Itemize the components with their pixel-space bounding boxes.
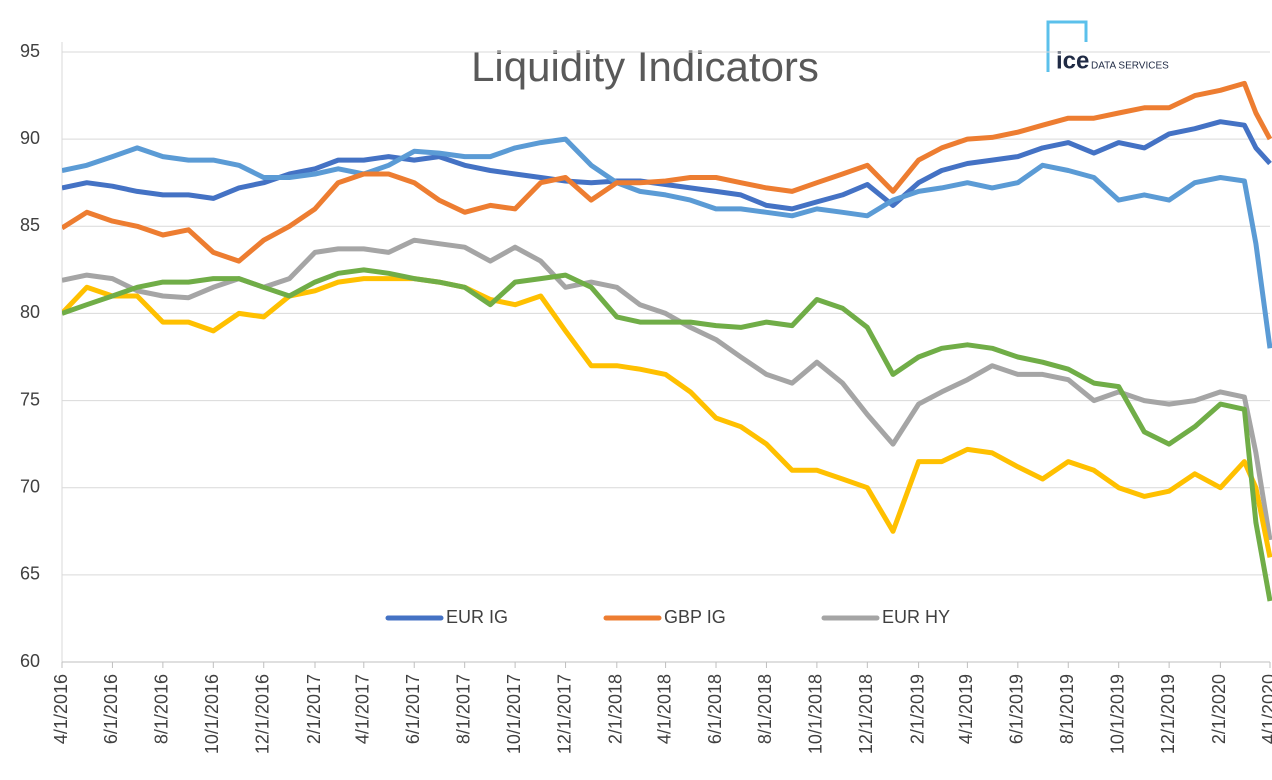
x-tick-label: 6/1/2018 [705,674,725,744]
x-tick-label: 2/1/2018 [606,674,626,744]
x-tick-label: 6/1/2019 [1007,674,1027,744]
y-tick-label: 95 [20,41,40,61]
logo-subtitle: DATA SERVICES [1091,61,1169,72]
y-tick-label: 60 [20,651,40,671]
legend-label: GBP IG [664,607,726,627]
series-line [62,267,1272,602]
chart-title: Liquidity Indicators [471,43,819,90]
x-tick-label: 8/1/2018 [755,674,775,744]
x-tick-label: 8/1/2016 [152,674,172,744]
y-tick-label: 70 [20,476,40,496]
x-tick-label: 6/1/2017 [403,674,423,744]
x-tick-label: 10/1/2019 [1107,674,1127,754]
logo-bracket [1046,20,1088,72]
x-tick-label: 12/1/2017 [554,674,574,754]
logo-text: ice [1056,47,1089,74]
legend-label: EUR HY [882,607,950,627]
x-tick-label: 4/1/2020 [1259,674,1272,744]
y-tick-label: 90 [20,128,40,148]
legend-label: EUR IG [446,607,508,627]
series-line [62,237,1272,541]
x-tick-label: 4/1/2017 [353,674,373,744]
logo: ice DATA SERVICES [1046,20,1169,74]
x-tick-label: 12/1/2018 [856,674,876,754]
x-tick-label: 8/1/2019 [1057,674,1077,744]
x-tick-label: 2/1/2017 [304,674,324,744]
x-tick-label: 10/1/2017 [504,674,524,754]
x-tick-label: 10/1/2018 [806,674,826,754]
y-tick-label: 65 [20,564,40,584]
series-line [62,276,1272,558]
y-tick-label: 80 [20,302,40,322]
x-tick-label: 12/1/2019 [1158,674,1178,754]
x-tick-label: 2/1/2019 [907,674,927,744]
series-line [62,136,1272,349]
series-line [62,80,1272,264]
plot-area [62,80,1272,602]
x-tick-label: 8/1/2017 [453,674,473,744]
series-line [62,119,1272,212]
y-tick-label: 75 [20,389,40,409]
x-tick-label: 12/1/2016 [252,674,272,754]
y-tick-label: 85 [20,215,40,235]
x-tick-label: 4/1/2016 [51,674,71,744]
x-tick-label: 2/1/2020 [1209,674,1229,744]
x-tick-label: 6/1/2016 [101,674,121,744]
x-tick-label: 4/1/2019 [956,674,976,744]
x-tick-label: 10/1/2016 [202,674,222,754]
x-tick-label: 4/1/2018 [654,674,674,744]
